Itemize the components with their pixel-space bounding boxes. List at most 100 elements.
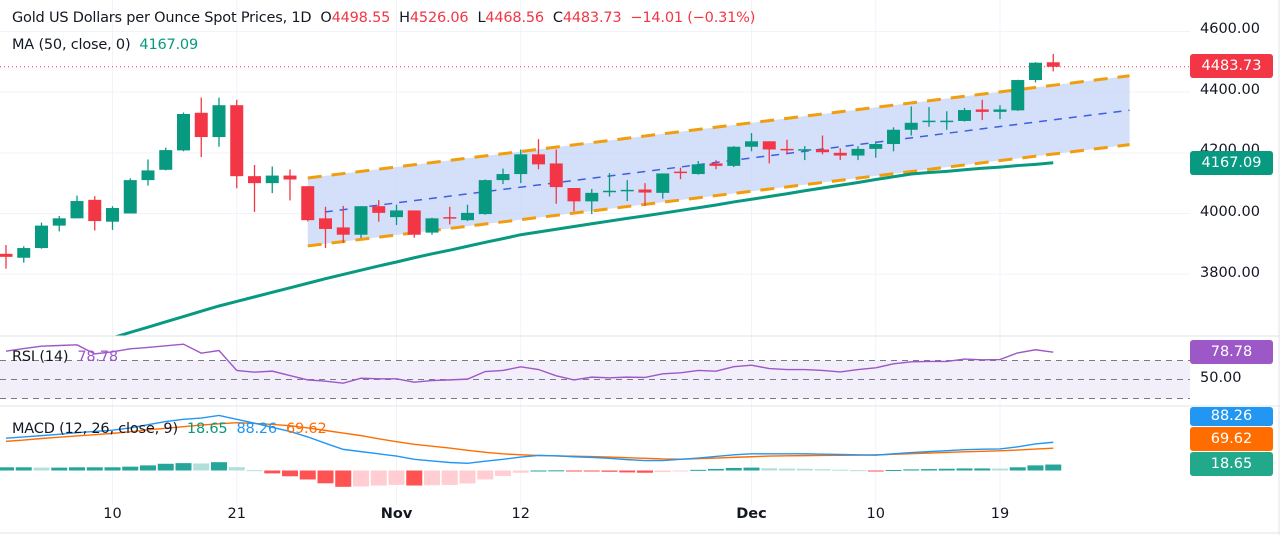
candle-body [549, 163, 563, 188]
symbol-title[interactable]: Gold US Dollars per Ounce Spot Prices, 1… [12, 10, 312, 26]
price-tick: 3800.00 [1200, 265, 1260, 281]
channel-lower-line [307, 143, 1130, 248]
macd-histogram-bar [228, 467, 245, 471]
candle-body [265, 175, 279, 184]
candle-body [52, 218, 66, 226]
macd-histogram-bar [86, 467, 103, 471]
macd-histogram-bar [157, 463, 174, 471]
candle-body [407, 210, 421, 235]
candle-body [461, 212, 474, 221]
parallel-channel[interactable] [307, 74, 1130, 248]
candle-body [567, 188, 581, 202]
macd-histogram-bar [15, 467, 32, 471]
candle [0, 245, 13, 269]
ma-price-badge: 4167.09 [1190, 151, 1273, 175]
channel-mid-line [324, 109, 1130, 213]
rsi-legend[interactable]: RSI (14) 78.78 [12, 349, 118, 365]
candle-body [123, 180, 137, 214]
macd-histogram-bar [424, 470, 440, 486]
macd-histogram-bar [601, 470, 618, 472]
candle-body [869, 144, 883, 149]
candle [975, 99, 989, 121]
macd-histogram-bar [299, 470, 316, 480]
macd-histogram-bar [761, 468, 778, 471]
macd-histogram-bar [495, 470, 511, 476]
candle-body [372, 206, 386, 213]
candle-body [390, 210, 403, 218]
macd-histogram-bar [193, 463, 210, 471]
candle [887, 127, 900, 152]
rsi-badge: 78.78 [1190, 340, 1273, 364]
candle [461, 204, 474, 222]
candle-body [638, 189, 652, 193]
macd-histogram-bar [796, 468, 813, 471]
macd-histogram-bar [832, 469, 849, 471]
macd-histogram-bar [122, 466, 139, 471]
macd-histogram-bar [566, 470, 582, 472]
macd-histogram-bar [211, 462, 227, 471]
time-tick: Dec [736, 506, 767, 522]
ma-legend[interactable]: MA (50, close, 0) 4167.09 [12, 37, 198, 53]
candle [851, 146, 865, 161]
macd-histogram-bar [938, 468, 955, 471]
macd-histogram-bar [33, 467, 50, 471]
candle [833, 148, 847, 161]
macd-histogram-bar [779, 468, 795, 471]
macd-histogram-bar [175, 463, 192, 471]
candle [159, 147, 173, 171]
candle [656, 173, 670, 199]
candle-body [478, 180, 492, 215]
candle [177, 112, 190, 152]
candle [709, 160, 723, 170]
candle-body [780, 148, 794, 151]
candle-body [887, 129, 900, 145]
candle [283, 169, 297, 201]
symbol-legend: Gold US Dollars per Ounce Spot Prices, 1… [12, 10, 755, 26]
candle [478, 179, 492, 215]
channel-fill [307, 75, 1130, 246]
candle [780, 139, 794, 155]
candle-body [283, 175, 297, 180]
change-value: −14.01 (−0.31%) [630, 10, 756, 26]
time-tick: Nov [380, 506, 413, 522]
candle [265, 166, 279, 194]
candle-body [851, 148, 865, 156]
candle-body [141, 170, 155, 181]
candle [585, 188, 599, 215]
candle-body [922, 120, 936, 123]
macd-histogram-bar [51, 467, 68, 471]
candle [958, 107, 971, 122]
macd-histogram-bar [743, 467, 760, 471]
candle [141, 159, 155, 186]
candle [230, 99, 244, 189]
candle-body [336, 227, 350, 235]
macd-histogram-bar [1045, 464, 1062, 471]
macd-signal-value: 69.62 [285, 421, 327, 437]
rsi-label: RSI (14) [12, 349, 69, 365]
candle-body [159, 150, 173, 170]
candle-body [603, 190, 616, 193]
candle [869, 141, 883, 158]
candle-body [691, 164, 705, 175]
time-tick: 10 [103, 506, 122, 522]
macd-histogram-bar [548, 470, 565, 472]
candle-body [993, 109, 1007, 112]
candle [603, 173, 616, 197]
rsi-line [5, 343, 1054, 384]
close-label: C [552, 10, 563, 26]
price-tick: 4600.00 [1200, 21, 1260, 37]
candle-body [212, 105, 226, 138]
macd-legend[interactable]: MACD (12, 26, close, 9) 18.65 88.26 69.62 [12, 421, 327, 437]
macd-value: 88.26 [236, 421, 277, 437]
candle [691, 161, 705, 175]
candle-body [35, 225, 48, 249]
price-tick: 4400.00 [1200, 82, 1260, 98]
candle [1046, 53, 1060, 72]
candle-body [88, 199, 102, 222]
ma-line [113, 161, 1054, 336]
macd-histogram-bar [619, 470, 636, 473]
candle [567, 188, 581, 212]
macd-histogram-bar [885, 470, 902, 472]
macd-histogram-bar [725, 467, 742, 471]
